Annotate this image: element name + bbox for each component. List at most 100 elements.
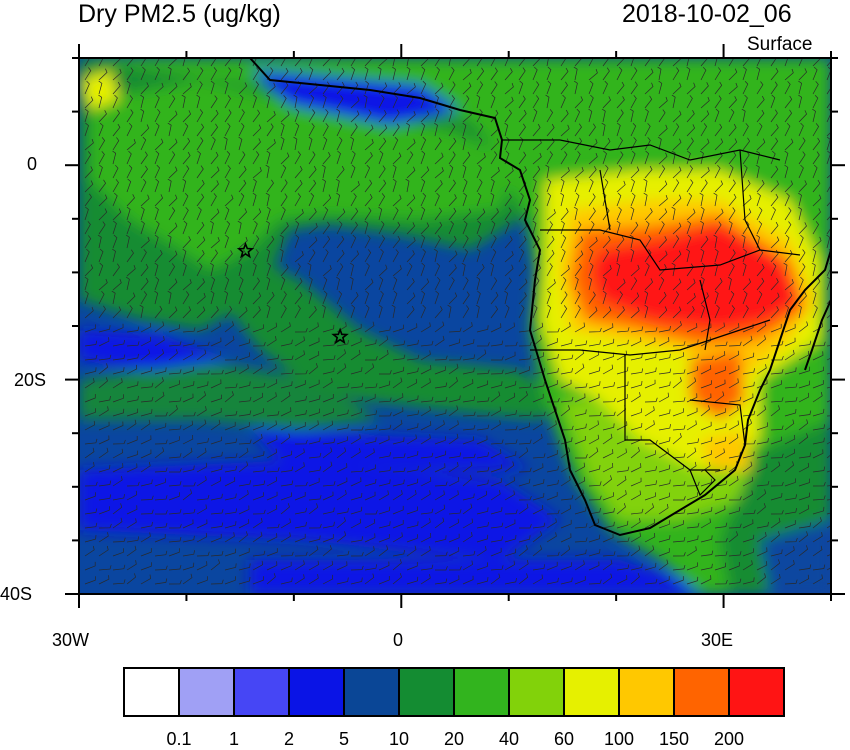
wind-barb [728, 68, 738, 81]
wind-barb [546, 221, 553, 235]
wind-barb [252, 262, 257, 277]
wind-barb [476, 164, 482, 179]
wind-barb [798, 164, 804, 179]
wind-barb [686, 306, 695, 319]
wind-barb [546, 304, 552, 319]
wind-barb [490, 220, 496, 235]
plume-sw-band [79, 360, 380, 430]
wind-barb [574, 549, 587, 557]
wind-barb [420, 434, 431, 445]
wind-barb [602, 150, 607, 165]
wind-barb [476, 452, 489, 459]
wind-barb [434, 578, 448, 585]
wind-barb [462, 411, 476, 417]
wind-barb [112, 81, 121, 95]
wind-barb [504, 548, 517, 557]
wind-barb [560, 396, 574, 403]
wind-barb [574, 166, 584, 179]
wind-barb [504, 193, 512, 207]
wind-barb [574, 291, 581, 305]
wind-barb [770, 559, 781, 571]
wind-barb [784, 461, 795, 473]
wind-barb [308, 437, 321, 445]
wind-barb [392, 419, 403, 431]
wind-barb [826, 221, 831, 235]
wind-barb [126, 150, 132, 165]
wind-barb [126, 58, 135, 67]
wind-barb [238, 94, 244, 109]
wind-barb [673, 496, 686, 501]
wind-barb [784, 58, 789, 67]
wind-barb [518, 304, 525, 319]
wind-barb [714, 304, 720, 319]
wind-barb [210, 322, 221, 333]
wind-barb [112, 448, 124, 459]
wind-barb [112, 234, 118, 249]
wind-barb [322, 367, 335, 375]
wind-barb [812, 495, 826, 501]
wind-barb [168, 548, 180, 557]
wind-barb [140, 521, 153, 529]
wind-barb [700, 336, 712, 347]
wind-barb [518, 535, 531, 543]
wind-barb [126, 164, 133, 179]
wind-barb [560, 276, 567, 291]
wind-barb [602, 521, 615, 529]
wind-barb [168, 324, 180, 333]
wind-barb [671, 206, 676, 221]
wind-barb [532, 123, 541, 137]
wind-barb [210, 123, 219, 137]
colorbar-label: 0.1 [166, 729, 192, 749]
wind-barb [126, 536, 140, 543]
wind-barb [630, 206, 635, 221]
wind-barb [798, 380, 811, 389]
wind-barb [672, 166, 682, 179]
wind-barb [504, 451, 517, 459]
wind-barb [322, 123, 329, 137]
wind-barb [98, 137, 106, 151]
wind-barb [742, 248, 747, 263]
wind-barb [602, 397, 616, 403]
wind-barb [560, 234, 567, 249]
wind-barb [700, 365, 712, 375]
wind-barb [181, 94, 186, 109]
wind-barb [182, 306, 192, 319]
wind-barb [196, 123, 205, 137]
wind-barb [714, 58, 718, 67]
map-title: Dry PM2.5 (ug/kg) [78, 0, 281, 28]
wind-barb [672, 138, 682, 151]
wind-barb [210, 379, 222, 389]
wind-barb [784, 478, 796, 487]
wind-barb [434, 221, 443, 235]
wind-barb [168, 425, 182, 431]
wind-barb [336, 220, 343, 235]
wind-barb [518, 151, 527, 165]
wind-barb [308, 523, 322, 529]
wind-barb [728, 396, 742, 403]
wind-barb [84, 492, 96, 501]
wind-barb [224, 220, 231, 235]
wind-barb [518, 278, 528, 291]
wind-barb [616, 262, 621, 277]
wind-barb [140, 206, 145, 221]
wind-barb [686, 562, 698, 571]
wind-barb [252, 81, 259, 95]
wind-barb [490, 340, 504, 347]
wind-barb [532, 411, 546, 417]
wind-barb [798, 110, 808, 123]
wind-barb [378, 335, 389, 347]
wind-barb [196, 278, 205, 291]
wind-barb [196, 576, 208, 585]
wind-barb [84, 324, 96, 333]
wind-barb [644, 406, 655, 417]
wind-barb [154, 439, 168, 445]
wind-barb [728, 220, 733, 235]
wind-barb [448, 81, 456, 95]
wind-barb [602, 137, 611, 151]
wind-barb [756, 561, 768, 571]
wind-barb [434, 450, 447, 459]
wind-barb [686, 150, 691, 165]
wind-barb [350, 207, 359, 221]
wind-barb [280, 492, 292, 501]
wind-barb [308, 395, 321, 403]
